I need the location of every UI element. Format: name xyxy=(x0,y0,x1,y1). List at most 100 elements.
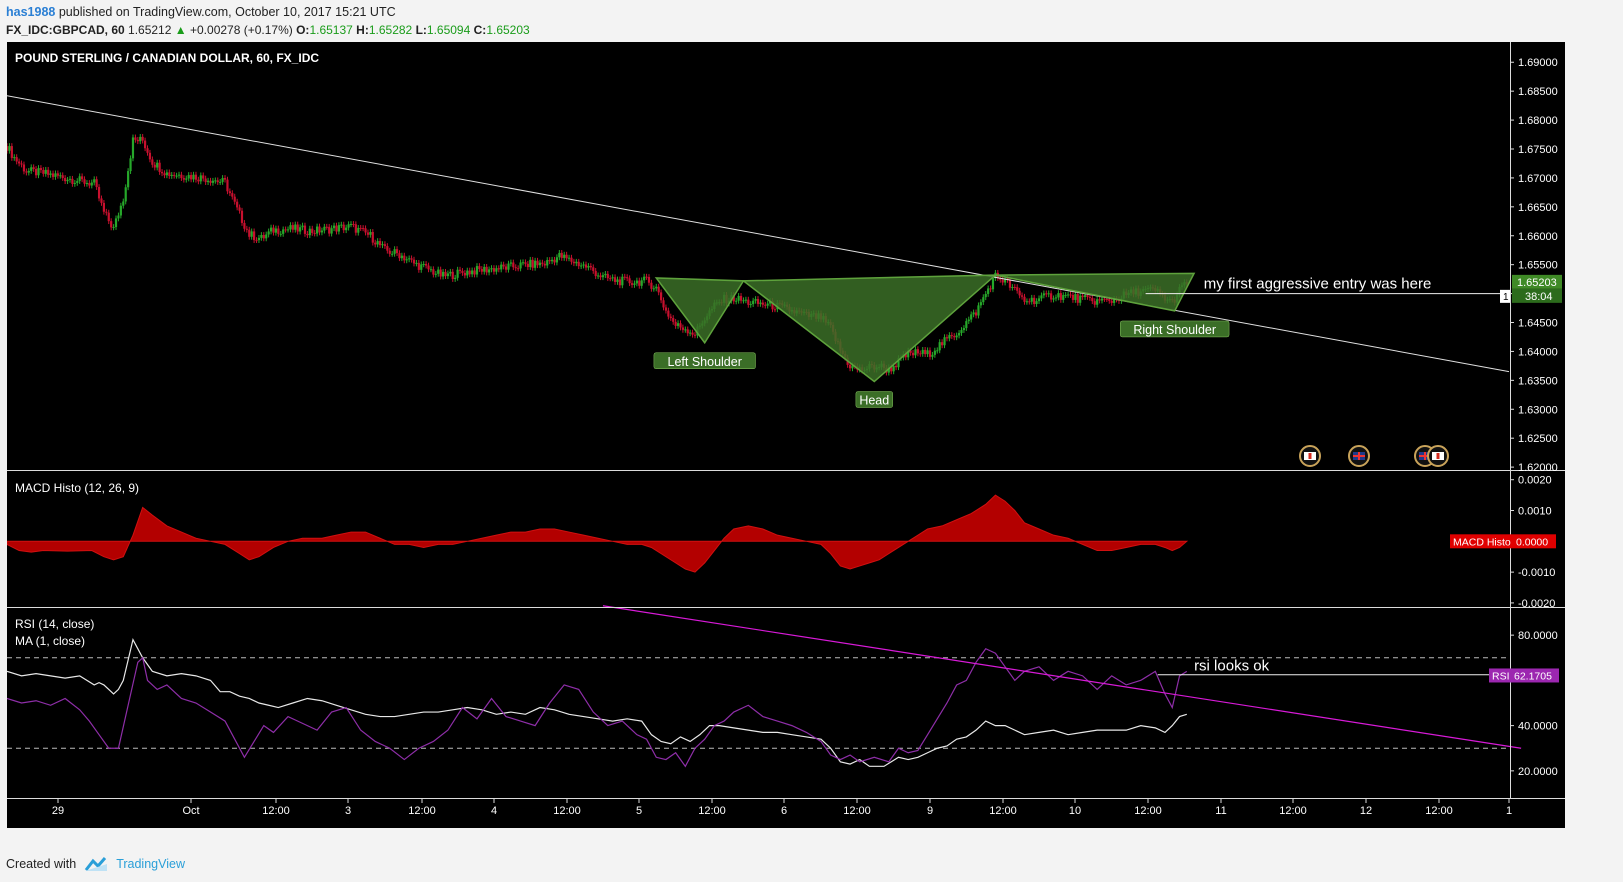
candle-body xyxy=(64,178,67,182)
chart-canvas[interactable]: POUND STERLING / CANADIAN DOLLAR, 60, FX… xyxy=(7,42,1565,828)
macd-pane[interactable]: MACD Histo (12, 26, 9) xyxy=(7,481,1189,573)
time-axis[interactable]: 29 Oct 12:00 3 12:00 4 12:00 5 12:00 6 12:00 9 12:00… xyxy=(52,799,1512,817)
candle-body xyxy=(93,179,96,183)
canada-flag-icon[interactable] xyxy=(1299,445,1321,467)
price-pane[interactable]: POUND STERLING / CANADIAN DOLLAR, 60, FX… xyxy=(7,51,1510,467)
candle-body xyxy=(972,312,975,315)
candle xyxy=(262,232,265,242)
candle-body xyxy=(589,266,592,268)
candle-body xyxy=(517,268,520,270)
candle-body xyxy=(376,241,379,245)
candle-body xyxy=(945,337,949,339)
price-tick-label: 1.63000 xyxy=(1518,404,1558,416)
tradingview-logo-icon[interactable] xyxy=(84,856,108,872)
candle xyxy=(1020,292,1024,300)
candle-body xyxy=(131,137,135,159)
candle xyxy=(618,276,622,289)
candle-body xyxy=(567,257,571,259)
rsi-title: RSI (14, close) xyxy=(15,617,94,631)
candle-body xyxy=(851,365,854,369)
macd-tick-label: -0.0010 xyxy=(1518,567,1555,579)
candle xyxy=(114,215,118,230)
candle xyxy=(240,207,244,226)
candle xyxy=(517,265,520,272)
candle-body xyxy=(187,175,190,179)
pattern-label: Right Shoulder xyxy=(1133,323,1216,337)
candle xyxy=(81,173,84,183)
publish-info: has1988 published on TradingView.com, Oc… xyxy=(6,5,396,19)
candle xyxy=(340,221,343,228)
candle xyxy=(669,313,672,321)
candle xyxy=(192,171,195,183)
candle xyxy=(984,291,987,301)
time-tick-label: 29 xyxy=(52,805,64,817)
symbol-name[interactable]: FX_IDC:GBPCAD, 60 xyxy=(6,23,125,37)
candle xyxy=(119,202,122,219)
candle-body xyxy=(739,295,743,301)
candle-body xyxy=(911,352,915,356)
candle-body xyxy=(240,210,244,223)
canada-flag-icon[interactable] xyxy=(1427,445,1449,467)
candle-body xyxy=(173,174,176,176)
candle xyxy=(761,299,764,308)
candle-body xyxy=(572,261,575,264)
price-pane-title: POUND STERLING / CANADIAN DOLLAR, 60, FX… xyxy=(15,51,319,65)
candle-body xyxy=(265,234,268,239)
candle-body xyxy=(383,244,387,247)
candle-body xyxy=(267,231,270,235)
candle xyxy=(689,329,692,337)
candle-body xyxy=(410,258,413,260)
rsi-pane[interactable]: RSI (14, close) MA (1, close) rsi looks ok xyxy=(7,605,1522,768)
price-tick-label: 1.62500 xyxy=(1518,433,1558,445)
candle-body xyxy=(291,225,294,230)
candle-body xyxy=(282,229,285,234)
candle xyxy=(439,266,442,280)
candle-body xyxy=(941,342,944,346)
candle xyxy=(575,258,578,267)
candle xyxy=(926,347,929,358)
candle-body xyxy=(204,178,207,183)
candle xyxy=(151,156,154,168)
candle-body xyxy=(962,328,966,331)
candle-body xyxy=(584,264,588,268)
candle xyxy=(754,296,757,304)
candle-body xyxy=(679,323,682,328)
candle xyxy=(507,260,510,273)
time-tick-label: 12:00 xyxy=(843,805,871,817)
uk-flag-icon[interactable] xyxy=(1348,445,1370,467)
price-tick-label: 1.62000 xyxy=(1518,462,1558,474)
candle xyxy=(977,302,980,319)
candle-body xyxy=(226,179,229,192)
candle-body xyxy=(909,350,912,353)
tradingview-link[interactable]: TradingView xyxy=(116,857,185,871)
candle-body xyxy=(441,271,445,277)
candle-body xyxy=(630,283,634,285)
candle-body xyxy=(206,180,210,183)
candle xyxy=(570,254,573,265)
candle-body xyxy=(933,350,936,355)
price-tick-label: 1.64500 xyxy=(1518,318,1558,330)
candle xyxy=(211,177,215,186)
macd-value-name: MACD Histo xyxy=(1453,536,1511,548)
author-link[interactable]: has1988 xyxy=(6,5,56,19)
candle-body xyxy=(449,271,452,274)
candle-body xyxy=(1110,300,1113,303)
time-tick-label: 1 xyxy=(1506,805,1512,817)
candle-body xyxy=(68,178,72,180)
candle xyxy=(504,263,508,273)
candle xyxy=(148,149,152,163)
candle-body xyxy=(97,187,101,199)
up-arrow-icon: ▲ xyxy=(174,23,187,37)
rsi-value-name: RSI xyxy=(1492,670,1510,682)
candle xyxy=(928,347,932,360)
candle xyxy=(42,167,45,177)
candle-body xyxy=(446,273,450,277)
candle-body xyxy=(81,176,84,180)
candle-body xyxy=(538,262,542,266)
chart-svg[interactable]: POUND STERLING / CANADIAN DOLLAR, 60, FX… xyxy=(7,42,1565,828)
candle xyxy=(90,179,93,189)
candle xyxy=(1028,298,1031,305)
candle-body xyxy=(732,294,735,302)
candle xyxy=(85,180,89,187)
price-scales[interactable]: 1.69000 1.68500 1.68000 1.67500 1.67000 1.665… xyxy=(7,42,1565,799)
